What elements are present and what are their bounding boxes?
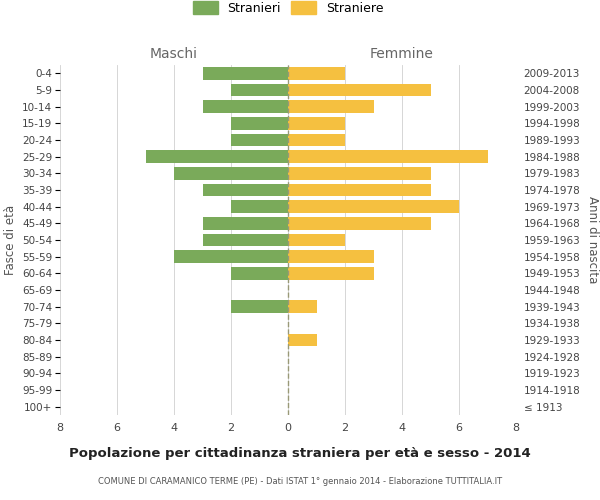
Text: Maschi: Maschi: [150, 48, 198, 62]
Bar: [174, 167, 288, 179]
Bar: [231, 267, 288, 280]
Text: Popolazione per cittadinanza straniera per età e sesso - 2014: Popolazione per cittadinanza straniera p…: [69, 448, 531, 460]
Bar: [288, 67, 345, 80]
Text: Femmine: Femmine: [370, 48, 434, 62]
Bar: [288, 117, 345, 130]
Bar: [288, 167, 431, 179]
Bar: [288, 267, 373, 280]
Y-axis label: Anni di nascita: Anni di nascita: [586, 196, 599, 284]
Bar: [288, 334, 317, 346]
Bar: [231, 300, 288, 313]
Bar: [231, 134, 288, 146]
Bar: [288, 300, 317, 313]
Bar: [288, 200, 459, 213]
Bar: [288, 134, 345, 146]
Bar: [203, 217, 288, 230]
Bar: [288, 100, 373, 113]
Bar: [203, 100, 288, 113]
Bar: [288, 234, 345, 246]
Bar: [231, 117, 288, 130]
Y-axis label: Fasce di età: Fasce di età: [4, 205, 17, 275]
Bar: [288, 217, 431, 230]
Bar: [288, 250, 373, 263]
Bar: [146, 150, 288, 163]
Text: COMUNE DI CARAMANICO TERME (PE) - Dati ISTAT 1° gennaio 2014 - Elaborazione TUTT: COMUNE DI CARAMANICO TERME (PE) - Dati I…: [98, 478, 502, 486]
Bar: [231, 84, 288, 96]
Bar: [203, 234, 288, 246]
Bar: [288, 84, 431, 96]
Bar: [288, 184, 431, 196]
Bar: [231, 200, 288, 213]
Legend: Stranieri, Straniere: Stranieri, Straniere: [193, 1, 383, 15]
Bar: [203, 184, 288, 196]
Bar: [203, 67, 288, 80]
Bar: [174, 250, 288, 263]
Bar: [288, 150, 487, 163]
